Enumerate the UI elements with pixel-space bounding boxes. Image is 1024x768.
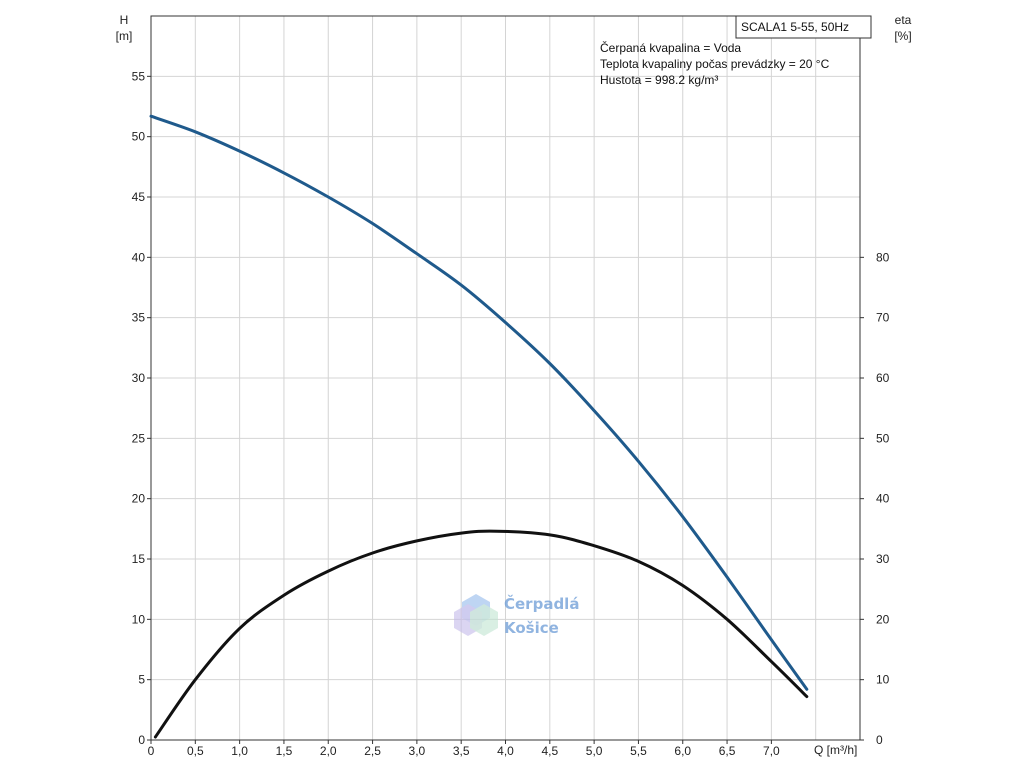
y-right-axis-unit: [%]	[894, 29, 911, 43]
y-left-axis-unit: [m]	[116, 29, 133, 43]
info-line-temperature: Teplota kvapaliny počas prevádzky = 20 °…	[600, 57, 830, 71]
y-left-tick-label: 20	[132, 492, 146, 506]
y-left-tick-label: 50	[132, 130, 146, 144]
y-left-tick-label: 55	[132, 69, 146, 83]
logo-hexagon-icon	[470, 604, 498, 636]
x-tick-label: 1,5	[276, 744, 293, 758]
y-left-tick-label: 0	[138, 733, 145, 747]
y-right-axis-name: eta	[895, 13, 912, 27]
watermark-line2: Košice	[504, 619, 559, 637]
y-left-tick-label: 40	[132, 250, 146, 264]
x-tick-label: 0	[148, 744, 155, 758]
y-left-axis-ticks: 0 5 10 15 20 25 30 35 40 45 50 55	[132, 69, 151, 747]
y-right-tick-label: 20	[876, 612, 890, 626]
y-left-tick-label: 10	[132, 612, 146, 626]
y-left-tick-label: 30	[132, 371, 146, 385]
y-right-tick-label: 40	[876, 492, 890, 506]
grid	[151, 16, 860, 740]
x-tick-label: 7,0	[763, 744, 780, 758]
x-tick-label: 1,0	[231, 744, 248, 758]
y-right-tick-label: 50	[876, 431, 890, 445]
y-left-tick-label: 5	[138, 673, 145, 687]
watermark-logo: Čerpadlá Košice	[454, 594, 579, 637]
y-right-axis-ticks: 0 10 20 30 40 50 60 70 80	[860, 250, 890, 747]
y-right-tick-label: 0	[876, 733, 883, 747]
efficiency-curve-line	[153, 529, 809, 739]
x-tick-label: 4,0	[497, 744, 514, 758]
x-tick-label: 5,0	[586, 744, 603, 758]
x-tick-label: 3,0	[409, 744, 426, 758]
info-line-fluid: Čerpaná kvapalina = Voda	[600, 40, 741, 55]
x-axis-label: Q [m³/h]	[814, 743, 857, 757]
y-right-tick-label: 60	[876, 371, 890, 385]
x-tick-label: 6,5	[719, 744, 736, 758]
y-left-tick-label: 25	[132, 431, 146, 445]
head-curve-line	[149, 114, 809, 691]
x-tick-label: 4,5	[541, 744, 558, 758]
y-right-tick-label: 30	[876, 552, 890, 566]
x-tick-label: 6,0	[674, 744, 691, 758]
y-right-tick-label: 80	[876, 250, 890, 264]
y-left-tick-label: 45	[132, 190, 146, 204]
series-layer	[149, 114, 809, 739]
info-line-density: Hustota = 998.2 kg/m³	[600, 73, 718, 87]
x-tick-label: 3,5	[453, 744, 470, 758]
x-tick-label: 0,5	[187, 744, 204, 758]
chart-title: SCALA1 5-55, 50Hz	[741, 20, 849, 34]
y-left-tick-label: 35	[132, 311, 146, 325]
x-tick-label: 2,0	[320, 744, 337, 758]
x-axis-ticks: 0 0,5 1,0 1,5 2,0 2,5 3,0 3,5 4,0 4,5 5,0 5,5 6,0 6,5…	[148, 740, 780, 758]
title-box	[735, 15, 872, 39]
watermark-line1: Čerpadlá	[504, 594, 579, 613]
x-tick-label: 2,5	[364, 744, 381, 758]
y-right-tick-label: 70	[876, 311, 890, 325]
y-right-tick-label: 10	[876, 673, 890, 687]
y-left-tick-label: 15	[132, 552, 146, 566]
x-tick-label: 5,5	[630, 744, 647, 758]
y-left-axis-name: H	[120, 13, 129, 27]
